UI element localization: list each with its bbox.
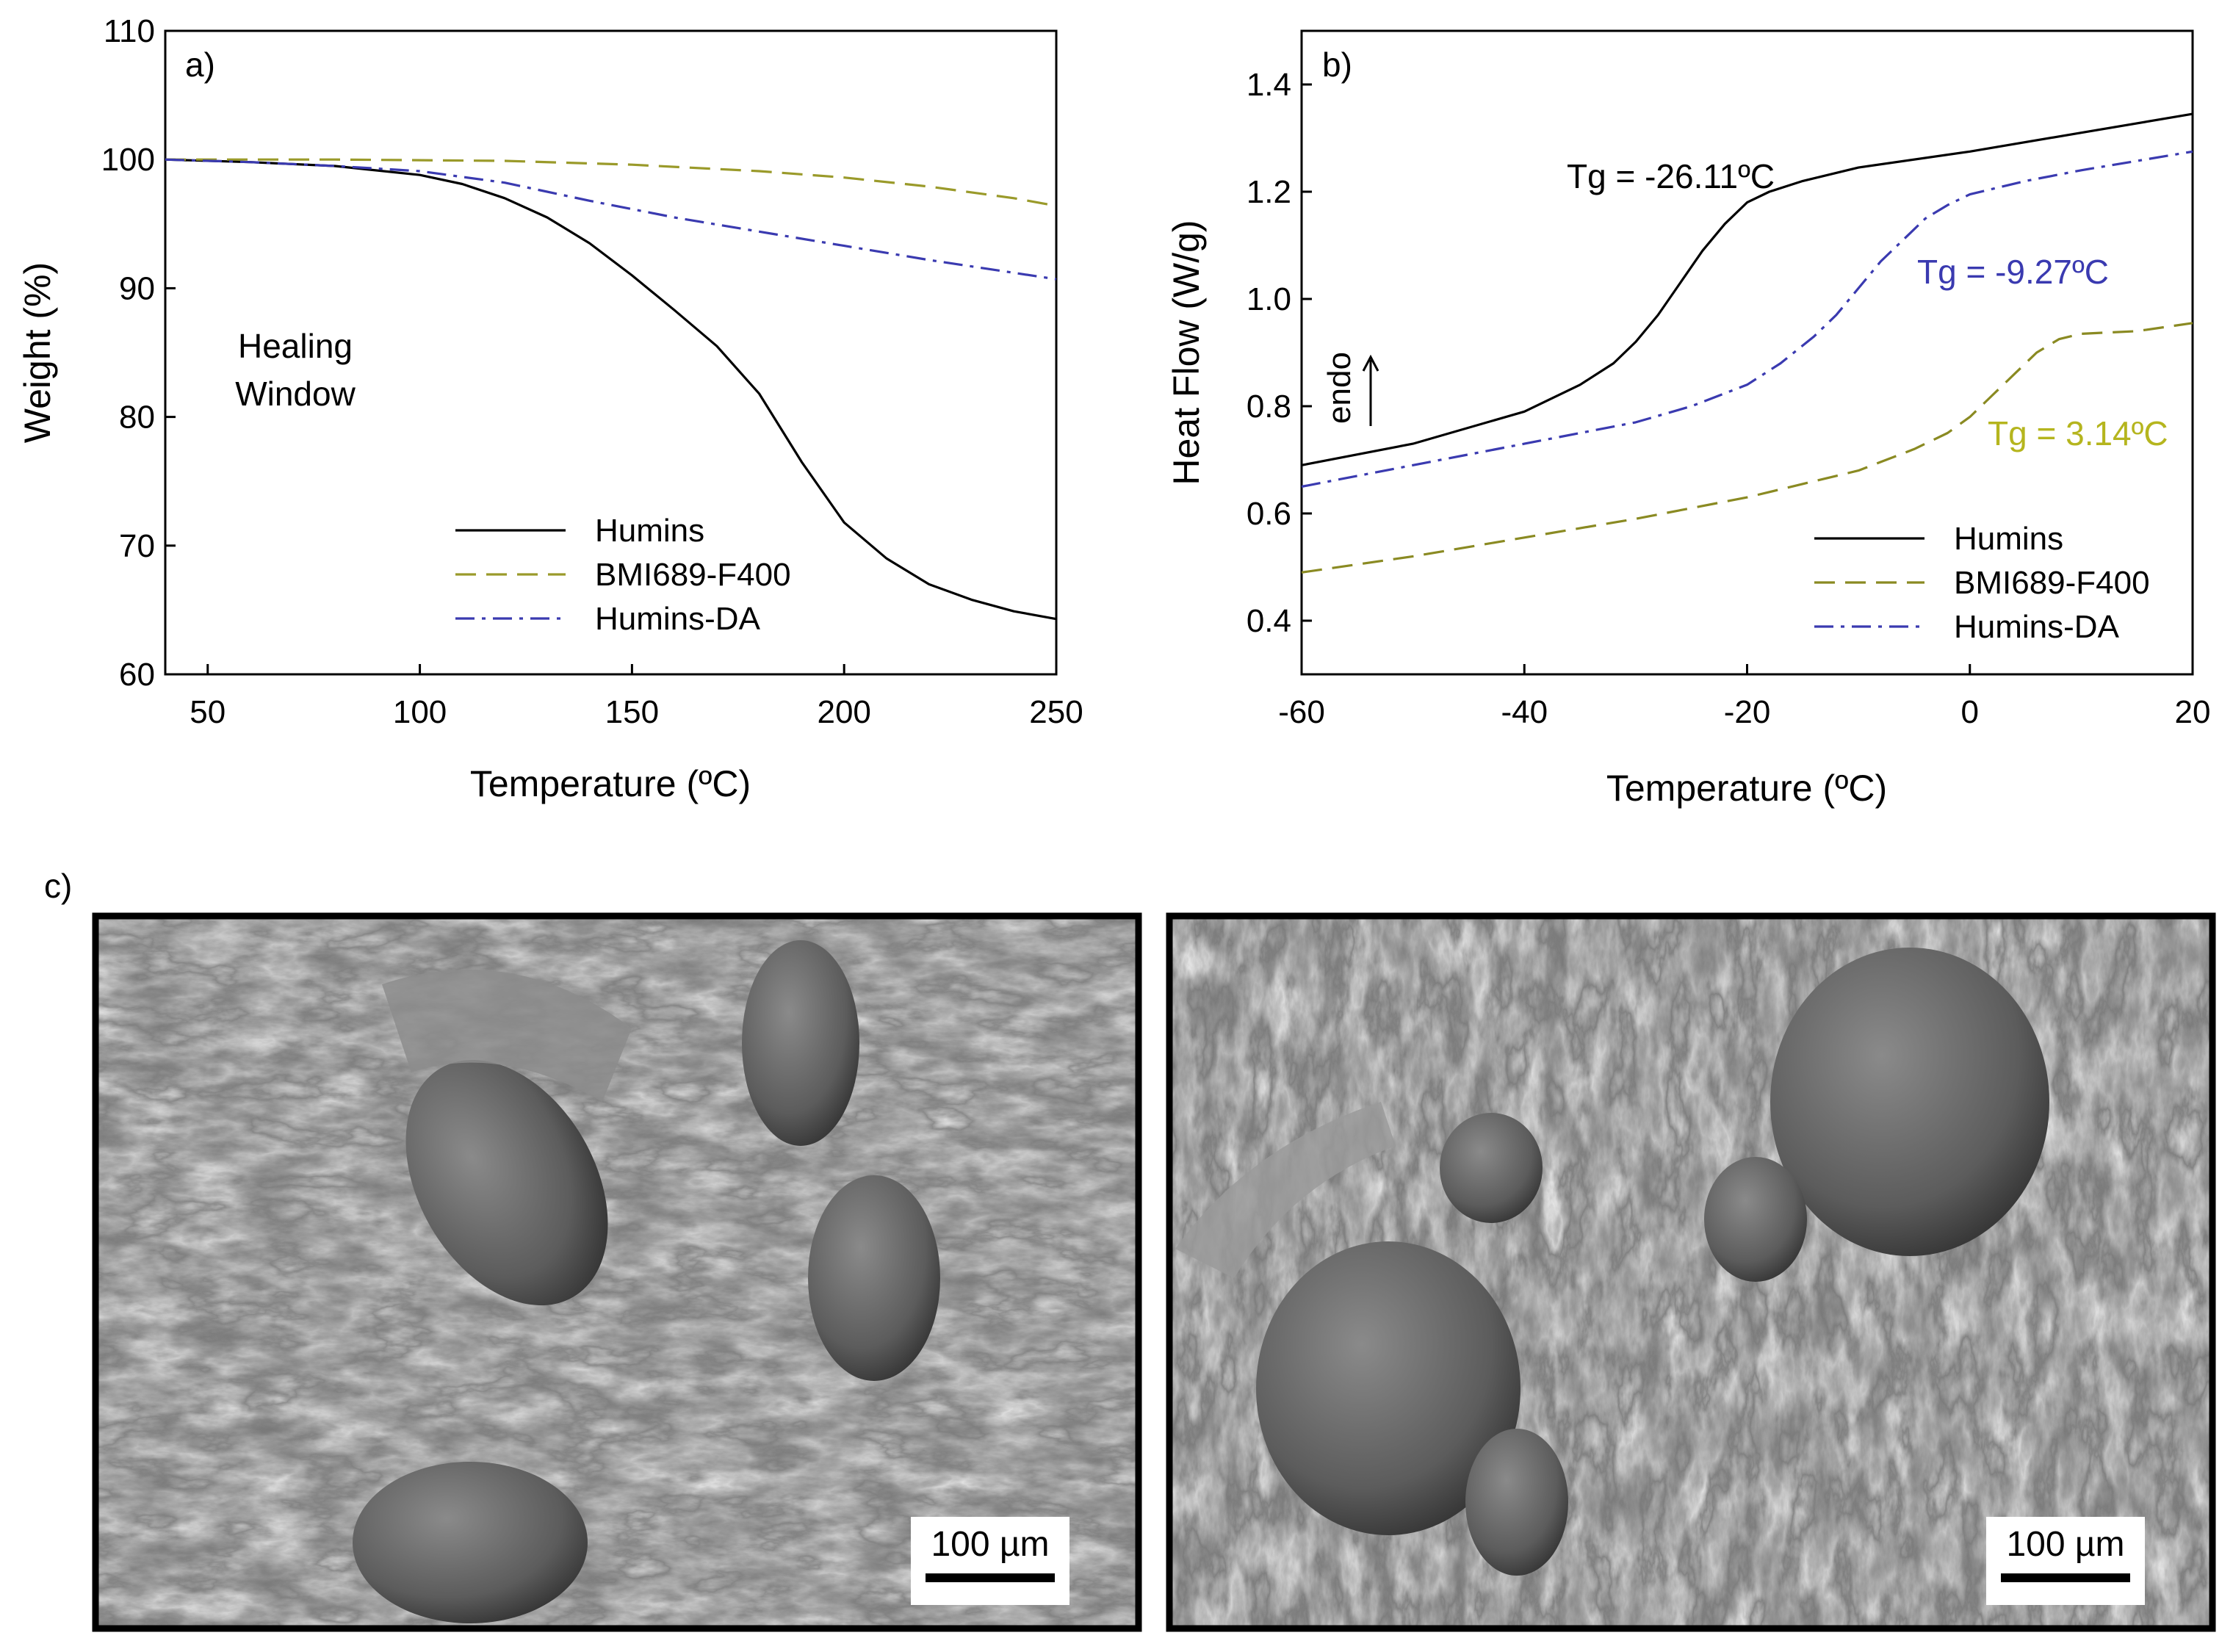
chart-b-xlabel: Temperature (ºC) <box>1606 768 1887 809</box>
chart-b-xtick-label: 20 <box>2175 694 2211 730</box>
chart-b-tg-humins: Tg = -26.11ºC <box>1567 157 1775 195</box>
chart-b: 0.4 0.6 0.8 1.0 1.2 1.4 -60 -40 -20 0 20 b) Tempe… <box>1166 29 2210 809</box>
chart-a-ytick-label: 90 <box>119 270 155 306</box>
chart-b-legend: Humins BMI689-F400 Humins-DA <box>1814 521 2150 645</box>
chart-b-legend-label: BMI689-F400 <box>1954 565 2150 601</box>
chart-a-series-bmi689-f400 <box>165 158 1057 207</box>
chart-b-series-bmi689-f400 <box>1301 322 2193 574</box>
chart-b-endo-label: endo <box>1321 352 1357 424</box>
chart-b-xtick-label: 0 <box>1961 694 1979 730</box>
sem-image-right: 100 µm <box>1166 912 2216 1632</box>
chart-a-ytick-label: 70 <box>119 528 155 564</box>
chart-a-frame <box>164 29 1058 676</box>
chart-a: 60 70 80 90 100 110 50 100 150 200 250 a) Healing… <box>17 13 1083 804</box>
chart-a-x-ticks: 50 100 150 200 250 <box>190 664 1083 730</box>
chart-b-series-humins-da <box>1301 150 2193 488</box>
panel-c-label: c) <box>44 867 72 905</box>
chart-b-ytick-label: 0.4 <box>1247 603 1291 639</box>
chart-a-legend-label: Humins <box>595 513 704 549</box>
scale-bar-box-left <box>911 1517 1069 1605</box>
chart-a-series <box>165 158 1057 621</box>
chart-a-xtick-label: 100 <box>393 694 447 730</box>
scale-bar-box-right <box>1986 1517 2145 1605</box>
chart-b-ytick-label: 1.2 <box>1247 174 1291 210</box>
chart-a-xlabel: Temperature (ºC) <box>470 763 751 804</box>
chart-a-legend: Humins BMI689-F400 Humins-DA <box>455 513 791 637</box>
chart-b-series <box>1301 112 2193 574</box>
chart-b-tg-bmi: Tg = 3.14ºC <box>1988 414 2168 452</box>
scale-bar-text-left: 100 µm <box>931 1525 1049 1564</box>
scale-bar-right <box>2001 1573 2130 1582</box>
chart-a-xtick-label: 250 <box>1029 694 1083 730</box>
chart-a-annotation-line1: Healing <box>238 327 353 365</box>
chart-b-x-ticks: -60 -40 -20 0 20 <box>1278 664 2210 730</box>
chart-a-xtick-label: 50 <box>190 694 226 730</box>
chart-b-xtick-label: -60 <box>1278 694 1325 730</box>
chart-b-tg-humins-da: Tg = -9.27ºC <box>1917 253 2109 291</box>
chart-b-ytick-label: 0.6 <box>1247 496 1291 532</box>
panel-c: c) 100 µm 100 µm <box>44 867 2216 1632</box>
chart-a-xtick-label: 150 <box>605 694 659 730</box>
chart-b-ytick-label: 1.0 <box>1247 281 1291 317</box>
chart-a-legend-label: Humins-DA <box>595 601 761 637</box>
chart-b-legend-label: Humins-DA <box>1954 609 2120 645</box>
chart-a-series-humins <box>165 158 1057 621</box>
chart-b-panel-label: b) <box>1322 46 1352 84</box>
chart-a-xtick-label: 200 <box>817 694 870 730</box>
chart-b-legend-label: Humins <box>1954 521 2063 557</box>
chart-a-y-ticks: 60 70 80 90 100 110 <box>101 13 176 693</box>
chart-b-ylabel: Heat Flow (W/g) <box>1166 220 1207 485</box>
chart-a-series-humins-da <box>165 158 1057 281</box>
chart-a-annotation-line2: Window <box>235 375 356 413</box>
chart-b-xtick-label: -20 <box>1724 694 1771 730</box>
endo-arrow-icon <box>1362 354 1379 426</box>
chart-b-y-ticks: 0.4 0.6 0.8 1.0 1.2 1.4 <box>1247 67 1312 639</box>
chart-a-ytick-label: 80 <box>119 400 155 436</box>
scale-bar-text-right: 100 µm <box>2006 1525 2124 1564</box>
chart-a-ylabel: Weight (%) <box>17 262 58 443</box>
chart-a-ytick-label: 100 <box>101 142 155 178</box>
sem-image-left: 100 µm <box>92 912 1142 1632</box>
chart-a-legend-label: BMI689-F400 <box>595 557 791 593</box>
chart-b-ytick-label: 1.4 <box>1247 67 1291 103</box>
chart-a-ytick-label: 110 <box>104 13 155 49</box>
chart-a-ytick-label: 60 <box>119 657 155 693</box>
scale-bar-left <box>926 1573 1055 1582</box>
chart-b-series-humins <box>1301 112 2193 466</box>
chart-a-panel-label: a) <box>185 46 215 84</box>
chart-b-ytick-label: 0.8 <box>1247 389 1291 425</box>
chart-b-xtick-label: -40 <box>1501 694 1548 730</box>
